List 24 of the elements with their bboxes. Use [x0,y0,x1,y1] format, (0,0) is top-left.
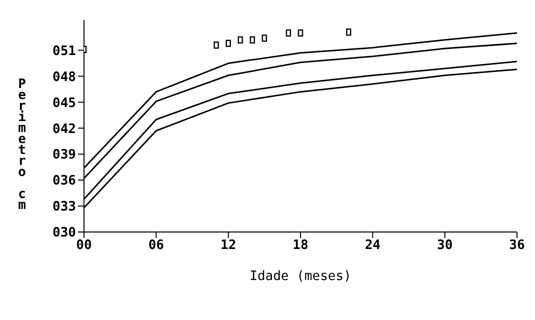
x-tick-label: 12 [220,238,236,254]
x-tick-label: 18 [292,238,308,254]
point [262,34,268,42]
point [250,36,255,44]
y-tick-label: 030 [52,226,76,241]
y-tick-label: 039 [52,148,76,163]
y-tick-label: 036 [52,174,76,189]
point [226,40,231,47]
x-tick-label: 30 [437,238,453,254]
text: Perimetro cm [18,77,26,213]
y-tick-label: 048 [52,70,76,85]
x-axis-title: Idade (meses) [250,269,352,284]
point [238,36,243,44]
x-tick-label: 00 [76,238,92,254]
point [346,28,352,36]
point [298,29,304,37]
x-tick-label: 06 [148,238,164,254]
y-tick-label: 033 [52,200,76,215]
x-tick-label: 24 [364,238,381,254]
y-tick-label: 042 [52,122,76,137]
x-tick-label: 36 [509,238,525,254]
y-tick-label: 051 [52,44,76,59]
y-tick-label: 045 [52,96,76,111]
point [286,29,292,37]
